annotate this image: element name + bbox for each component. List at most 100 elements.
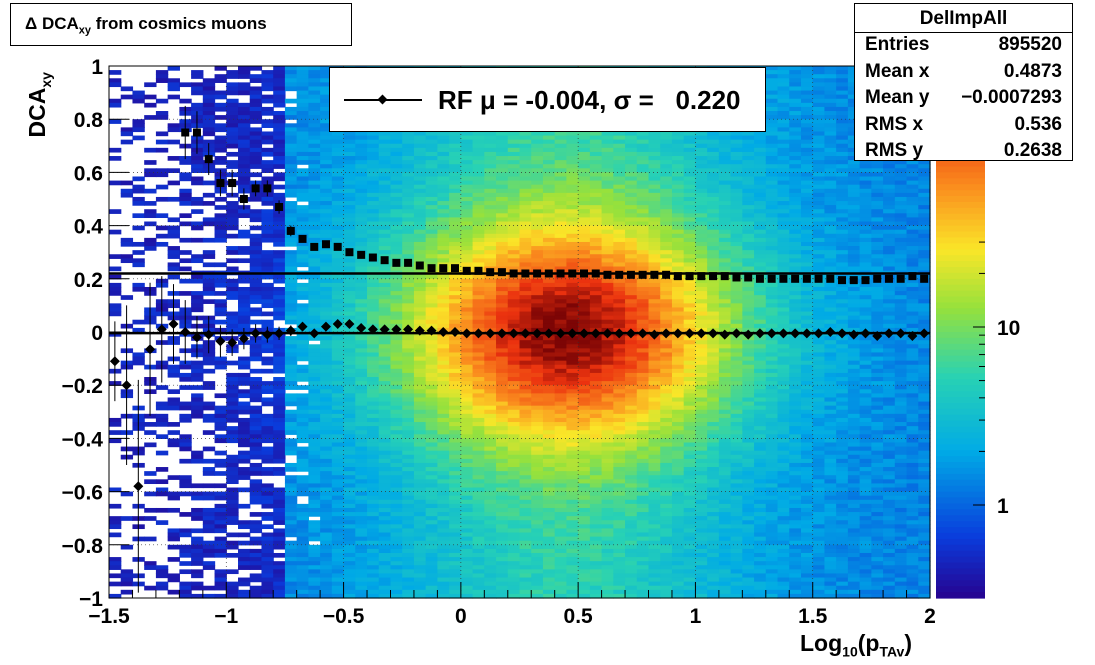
heatmap-cell [531,467,544,472]
heatmap-cell [273,552,286,558]
heatmap-cell [355,540,368,546]
heatmap-cell [402,471,415,476]
heatmap-cell [343,188,356,194]
heatmap-cell [613,520,626,525]
heatmap-cell [367,262,380,268]
heatmap-cell [249,286,263,292]
heatmap-cell [120,491,134,497]
heatmap-cell [507,475,521,480]
heatmap-cell [343,413,356,419]
heatmap-cell [308,520,321,525]
heatmap-cell [636,188,650,194]
heatmap-cell [249,561,263,566]
heatmap-cell [284,78,298,83]
heatmap-cell [320,217,333,223]
heatmap-cell [109,561,122,566]
heatmap-cell [578,377,591,382]
heatmap-cell [589,422,603,427]
heatmap-cell [320,225,333,231]
heatmap-cell [472,209,485,214]
heatmap-cell [636,291,650,296]
heatmap-cell [261,295,274,300]
heatmap-cell [449,532,462,538]
heatmap-cell [273,70,286,75]
heatmap-cell [308,111,321,116]
heatmap-cell [273,295,286,300]
heatmap-cell [367,450,380,456]
heatmap-cell [472,135,485,141]
heatmap-cell [355,213,368,219]
heatmap-cell [542,503,556,509]
heatmap-cell [636,205,650,210]
heatmap-cell [390,471,403,476]
heatmap-cell [249,483,263,489]
heatmap-cell [238,438,251,444]
heatmap-cell [367,442,380,448]
heatmap-cell [320,422,333,427]
heatmap-cell [566,524,579,530]
heatmap-cell [179,593,192,599]
heatmap-cell [249,512,263,517]
heatmap-cell [437,360,450,366]
heatmap-cell [238,450,251,456]
heatmap-cell [589,278,603,284]
heatmap-cell [320,291,333,296]
heatmap-cell [308,323,321,329]
heatmap-cell [554,151,568,157]
heatmap-cell [296,397,309,403]
heatmap-cell [578,565,591,570]
heatmap-cell [261,544,274,550]
heatmap-cell [507,585,521,591]
heatmap-cell [273,139,286,145]
heatmap-cell [625,225,638,231]
heatmap-cell [507,532,521,538]
heatmap-cell [542,180,556,186]
heatmap-cell [202,548,216,554]
heatmap-cell [320,184,333,190]
heatmap-cell [191,413,204,419]
heatmap-cell [542,262,556,268]
heatmap-cell [331,442,345,448]
heatmap-cell [355,536,368,542]
heatmap-cell [320,557,333,562]
heatmap-cell [308,467,321,472]
heatmap-cell [566,205,579,210]
heatmap-cell [144,168,157,173]
heatmap-cell [273,111,286,116]
heatmap-cell [507,540,521,546]
heatmap-cell [460,201,474,206]
heatmap-cell [566,528,579,534]
heatmap-cell [120,86,134,92]
heatmap-cell [179,98,192,104]
heatmap-cell [496,356,509,362]
heatmap-cell [331,475,345,480]
heatmap-cell [155,491,169,497]
heatmap-cell [109,524,122,530]
heatmap-cell [449,217,462,223]
heatmap-cell [519,156,532,161]
heatmap-cell [460,344,474,349]
heatmap-cell [261,512,274,517]
heatmap-cell [367,143,380,149]
heatmap-cell [437,569,450,575]
heatmap-cell [367,184,380,190]
heatmap-cell [636,311,650,317]
heatmap-cell [413,295,427,300]
heatmap-cell [554,520,568,525]
heatmap-cell [472,364,485,370]
heatmap-cell [343,548,356,554]
heatmap-cell [613,479,626,485]
heatmap-cell [554,467,568,472]
heatmap-cell [167,536,180,542]
heatmap-cell [378,483,392,489]
heatmap-cell [636,192,650,198]
heatmap-cell [601,569,614,575]
heatmap-cell [214,205,227,210]
heatmap-cell [355,168,368,173]
heatmap-cell [449,213,462,219]
heatmap-cell [249,209,263,214]
heatmap-cell [155,78,169,83]
heatmap-cell [214,229,227,235]
heatmap-cell [472,372,485,378]
heatmap-cell [273,409,286,415]
